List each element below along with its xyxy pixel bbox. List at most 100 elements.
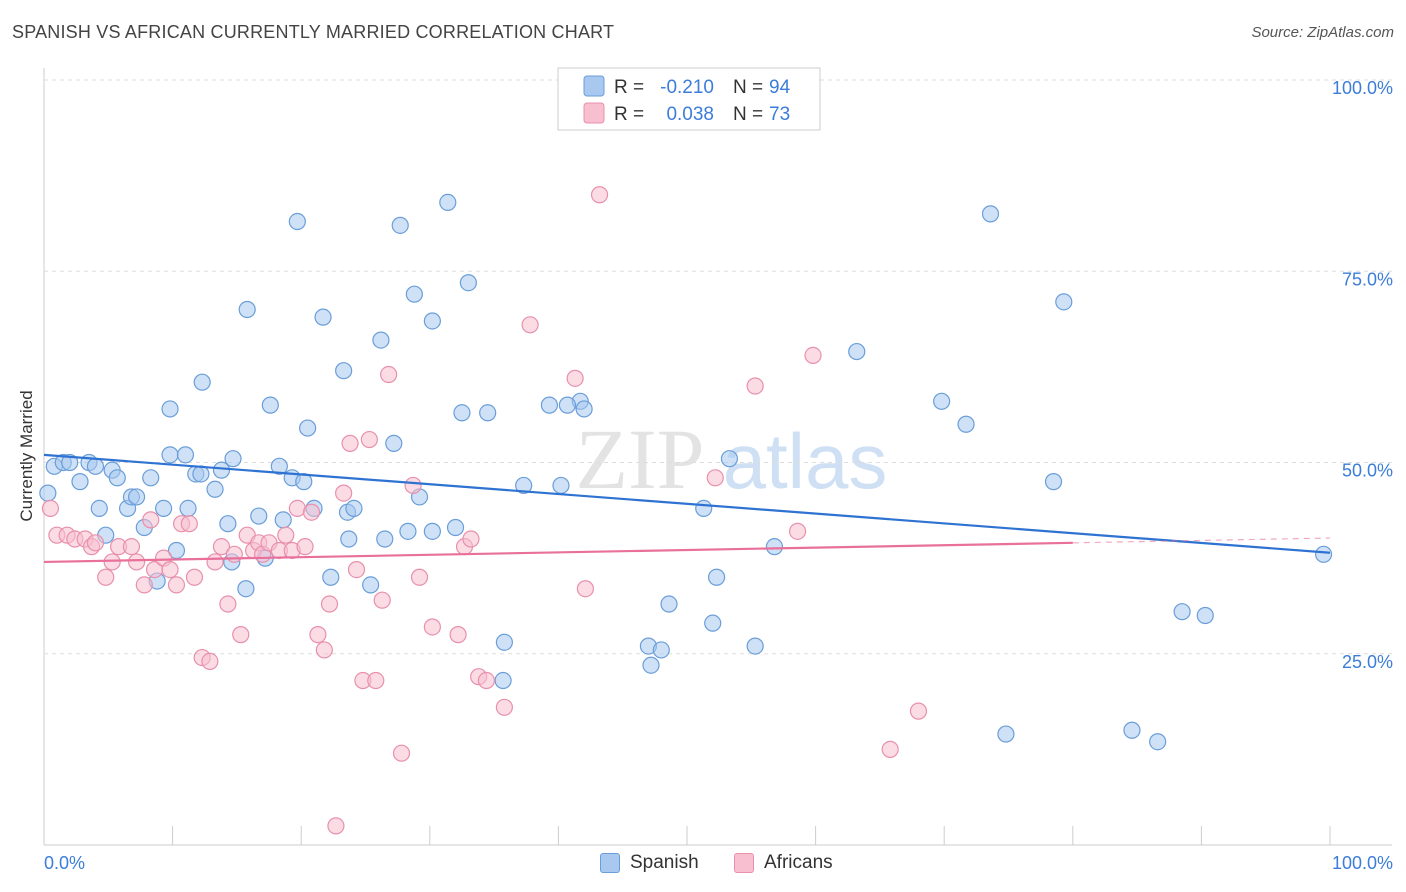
legend-n-value-spanish: 94 [769, 77, 791, 98]
data-point-africans [706, 469, 724, 487]
x-tick-label-min: 0.0% [44, 853, 85, 873]
data-point-spanish [61, 453, 79, 472]
legend-swatch-africans [583, 102, 605, 124]
legend-label-africans: Africans [764, 852, 833, 873]
legend-label-spanish: Spanish [630, 852, 699, 873]
trend-lines [43, 453, 1331, 564]
data-point-africans [288, 499, 306, 517]
data-point-spanish [459, 274, 477, 292]
data-point-spanish [453, 404, 471, 422]
y-tick-labels: 25.0% 50.0% 75.0% 100.0% [1332, 78, 1393, 672]
data-point-spanish [142, 469, 160, 487]
series-legend: Spanish Africans [0, 852, 1406, 878]
data-point-spanish [997, 725, 1015, 743]
data-point-africans [521, 316, 539, 334]
data-point-spanish [224, 450, 242, 468]
data-point-africans [302, 503, 321, 521]
data-point-africans [97, 568, 115, 586]
data-point-spanish [1173, 603, 1191, 621]
data-point-africans [462, 530, 480, 548]
data-point-spanish [746, 637, 764, 655]
data-point-spanish [345, 499, 363, 517]
data-point-africans [367, 671, 385, 690]
data-point-spanish [540, 396, 558, 414]
data-point-africans [410, 568, 429, 586]
data-point-africans [341, 434, 359, 452]
data-point-spanish [192, 465, 210, 483]
legend-swatch-spanish [583, 75, 605, 97]
data-point-africans [86, 534, 105, 552]
legend-swatch-spanish-bottom [600, 853, 620, 873]
data-point-africans [380, 365, 398, 384]
data-point-spanish [1123, 721, 1141, 739]
data-point-spanish [372, 331, 390, 349]
data-point-africans [135, 576, 153, 594]
data-point-spanish [193, 373, 211, 391]
data-point-spanish [176, 446, 195, 464]
data-point-spanish [707, 568, 726, 586]
data-point-spanish [391, 216, 409, 234]
data-point-spanish [515, 476, 533, 495]
data-point-spanish [322, 568, 340, 586]
data-point-spanish [154, 499, 173, 517]
data-point-africans [909, 702, 928, 720]
data-point-africans [576, 580, 595, 598]
data-point-africans [315, 641, 333, 659]
data-point-africans [161, 560, 179, 579]
data-point-spanish [288, 212, 306, 231]
data-point-africans [746, 377, 764, 395]
x-tick-label-max: 100.0% [1332, 853, 1393, 873]
data-point-spanish [479, 404, 497, 422]
data-point-spanish [933, 392, 951, 410]
correlation-legend: R = -0.210 N = 94 R = 0.038 N = 73 [557, 67, 821, 131]
trend-line-africans [43, 541, 1073, 564]
data-point-spanish [1314, 545, 1333, 563]
legend-r-label-africans: R = [614, 104, 644, 125]
source-note: Source: ZipAtlas.com [1251, 24, 1394, 41]
data-point-spanish [660, 595, 678, 613]
grid-lines [44, 79, 1392, 655]
data-point-spanish [238, 300, 256, 319]
data-point-africans [373, 591, 391, 609]
data-point-africans [212, 538, 231, 556]
data-point-spanish [704, 614, 722, 632]
data-point-spanish [1044, 473, 1063, 491]
legend-n-label-africans: N = [733, 104, 763, 125]
data-point-africans [423, 618, 441, 636]
data-point-spanish [848, 342, 866, 361]
series-africans-points [41, 186, 928, 835]
data-point-africans [449, 626, 467, 644]
data-point-africans [566, 369, 584, 387]
data-point-spanish [552, 476, 570, 495]
data-point-spanish [161, 446, 179, 464]
legend-n-label-spanish: N = [733, 77, 763, 98]
data-point-spanish [206, 480, 224, 498]
data-point-africans [103, 553, 121, 571]
data-point-africans [122, 538, 141, 556]
data-point-spanish [1196, 606, 1214, 625]
data-point-spanish [981, 205, 1000, 223]
data-point-spanish [399, 522, 417, 540]
data-point-spanish [957, 415, 975, 433]
data-point-spanish [1055, 293, 1073, 311]
data-point-spanish [108, 469, 126, 487]
data-point-africans [590, 186, 609, 204]
data-point-africans [360, 430, 378, 449]
data-point-spanish [179, 499, 197, 517]
data-point-africans [296, 538, 314, 556]
legend-item-africans: Africans [734, 852, 833, 874]
data-point-africans [127, 553, 146, 571]
data-point-africans [477, 671, 495, 690]
data-point-spanish [695, 499, 713, 517]
data-point-africans [219, 595, 237, 613]
legend-item-spanish: Spanish [600, 852, 699, 874]
data-point-africans [185, 568, 204, 586]
data-point-spanish [1149, 733, 1167, 751]
data-point-spanish [86, 457, 105, 475]
data-point-spanish [558, 396, 577, 414]
data-point-spanish [765, 538, 784, 556]
data-point-spanish [299, 419, 317, 437]
y-tick-label: 100.0% [1332, 78, 1393, 98]
data-point-spanish [575, 400, 593, 418]
